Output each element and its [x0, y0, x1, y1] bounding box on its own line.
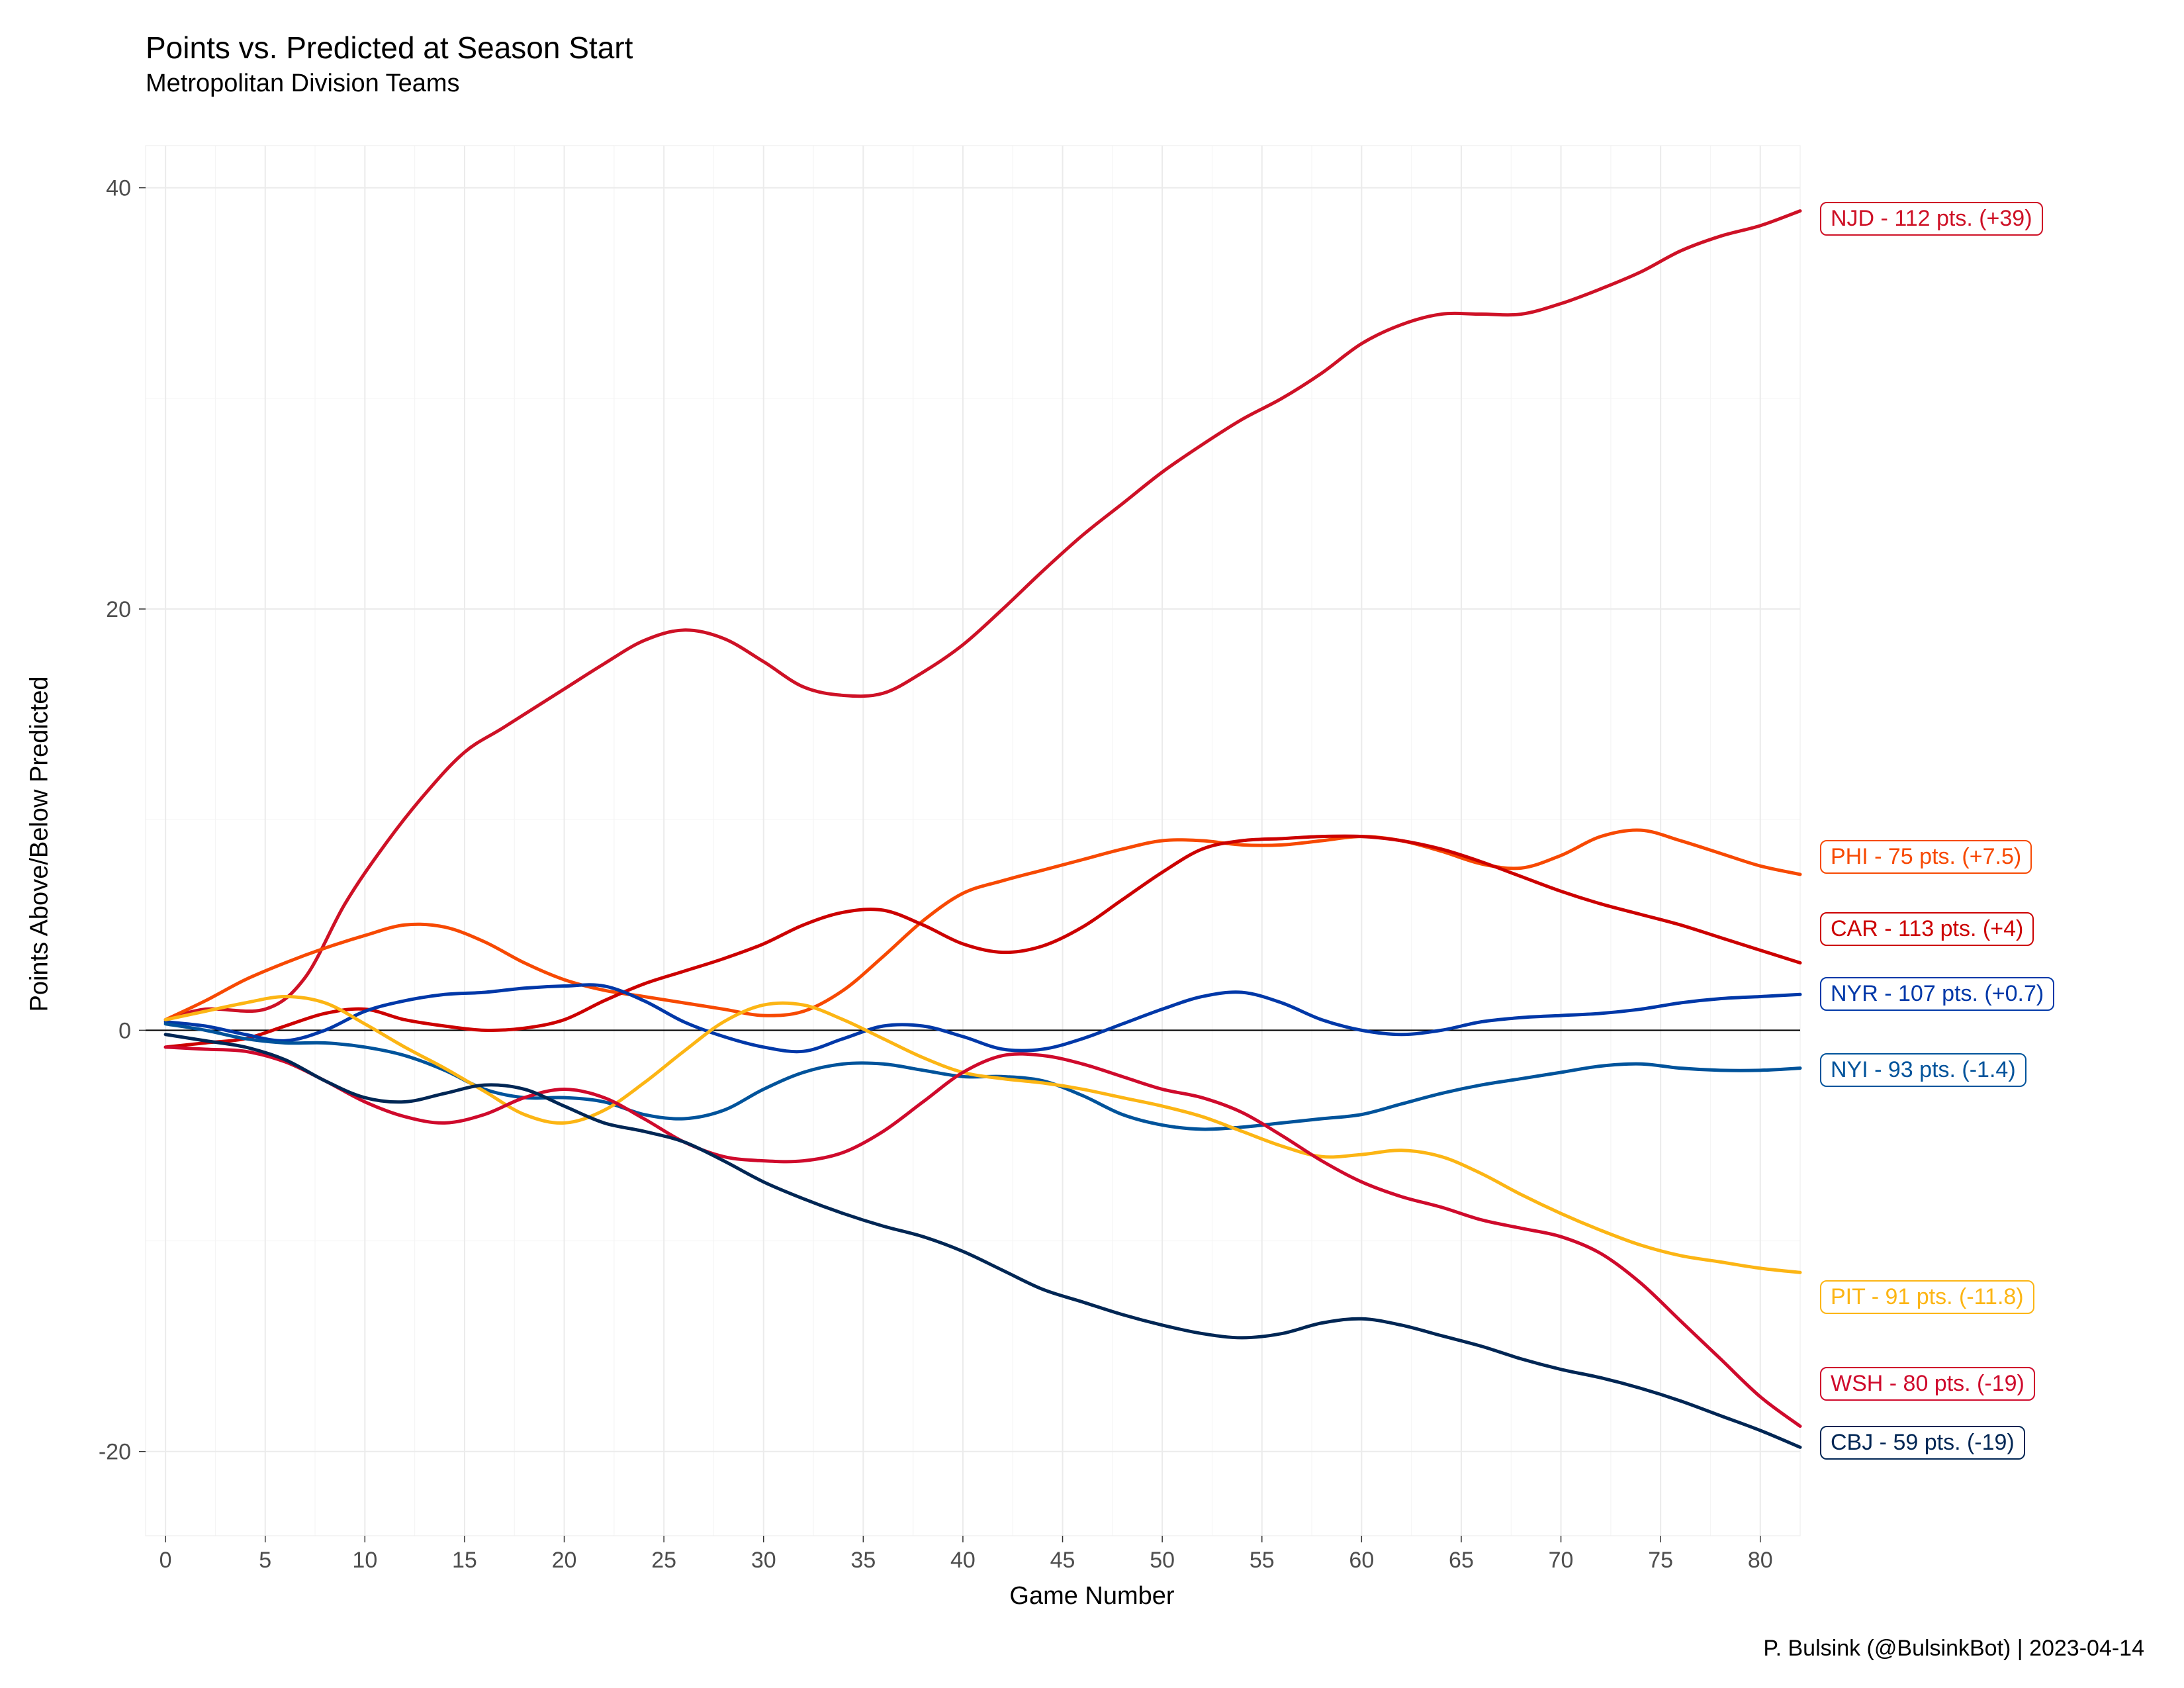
- svg-text:20: 20: [552, 1548, 577, 1573]
- series-label-cbj: CBJ - 59 pts. (-19): [1820, 1426, 2025, 1460]
- series-label-njd: NJD - 112 pts. (+39): [1820, 202, 2043, 236]
- x-axis-label: Game Number: [0, 1582, 2184, 1611]
- chart-caption: P. Bulsink (@BulsinkBot) | 2023-04-14: [1763, 1636, 2144, 1662]
- svg-text:0: 0: [159, 1548, 172, 1573]
- svg-text:55: 55: [1250, 1548, 1275, 1573]
- svg-text:0: 0: [118, 1018, 131, 1043]
- series-label-wsh: WSH - 80 pts. (-19): [1820, 1367, 2035, 1401]
- series-label-car: CAR - 113 pts. (+4): [1820, 912, 2034, 946]
- series-label-nyr: NYR - 107 pts. (+0.7): [1820, 977, 2054, 1011]
- svg-text:45: 45: [1050, 1548, 1075, 1573]
- svg-text:30: 30: [751, 1548, 776, 1573]
- svg-text:40: 40: [950, 1548, 976, 1573]
- svg-text:20: 20: [106, 597, 131, 622]
- svg-text:40: 40: [106, 176, 131, 201]
- svg-text:15: 15: [452, 1548, 477, 1573]
- svg-text:80: 80: [1748, 1548, 1773, 1573]
- svg-text:5: 5: [259, 1548, 271, 1573]
- svg-text:25: 25: [651, 1548, 676, 1573]
- svg-text:50: 50: [1150, 1548, 1175, 1573]
- svg-text:10: 10: [352, 1548, 377, 1573]
- svg-text:75: 75: [1648, 1548, 1673, 1573]
- svg-text:70: 70: [1549, 1548, 1574, 1573]
- series-label-pit: PIT - 91 pts. (-11.8): [1820, 1280, 2034, 1314]
- svg-text:65: 65: [1449, 1548, 1474, 1573]
- series-label-phi: PHI - 75 pts. (+7.5): [1820, 840, 2032, 874]
- svg-text:60: 60: [1349, 1548, 1374, 1573]
- series-label-nyi: NYI - 93 pts. (-1.4): [1820, 1053, 2026, 1087]
- svg-text:-20: -20: [99, 1440, 131, 1465]
- svg-text:35: 35: [850, 1548, 876, 1573]
